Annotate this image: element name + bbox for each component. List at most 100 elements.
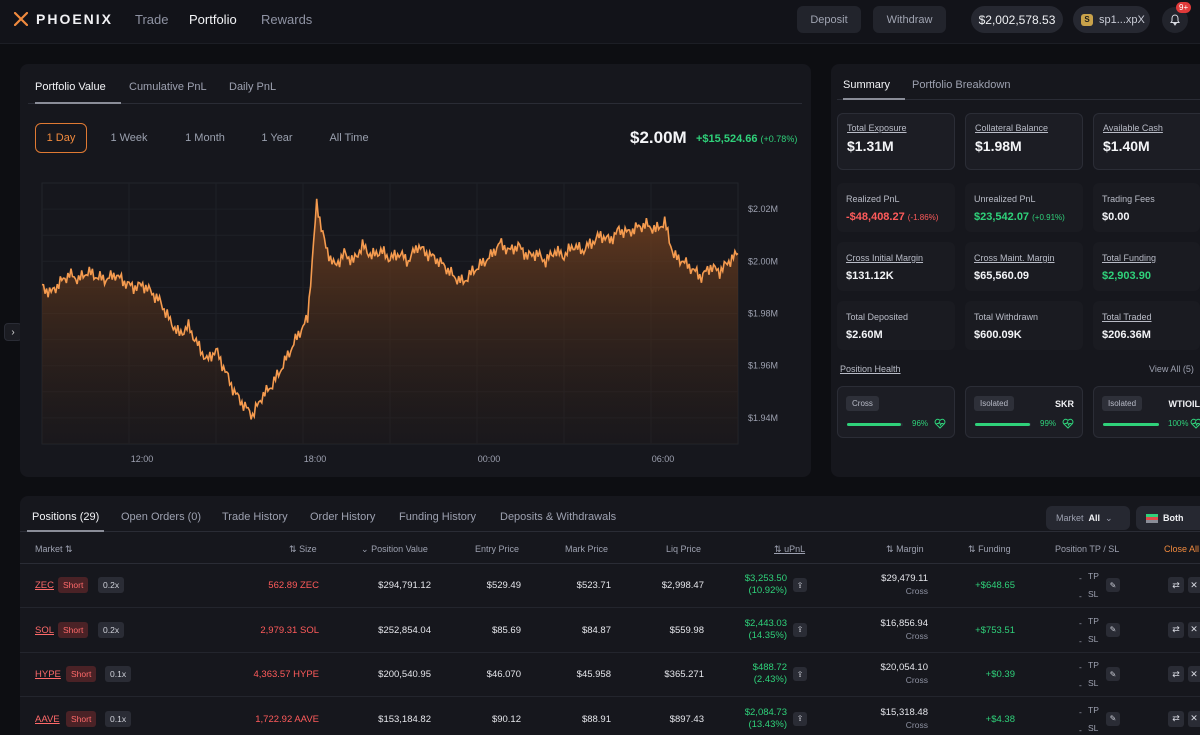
sl-dash: - bbox=[1079, 591, 1082, 601]
stat-box bbox=[1093, 242, 1200, 291]
health-card-wtioil[interactable]: Isolated WTIOIL 100% bbox=[1093, 386, 1200, 438]
stat-box bbox=[1093, 183, 1200, 232]
heart-pulse-icon bbox=[934, 418, 946, 429]
range-1-week[interactable]: 1 Week bbox=[110, 132, 148, 144]
tab-deposits-withdrawals[interactable]: Deposits & Withdrawals bbox=[500, 511, 617, 523]
col-funding[interactable]: ⇅ Funding bbox=[968, 544, 1011, 555]
margin-value: $15,318.48 bbox=[880, 706, 928, 718]
col-size[interactable]: ⇅ Size bbox=[289, 544, 317, 555]
col-mark-price[interactable]: Mark Price bbox=[565, 544, 609, 554]
wallet-address: sp1...xpX bbox=[1099, 13, 1145, 26]
upnl-value: $3,253.50 bbox=[744, 573, 787, 584]
total-exposure-label[interactable]: Total Exposure bbox=[847, 123, 907, 133]
col-upnl-label: uPnL bbox=[784, 544, 806, 554]
range-1-month[interactable]: 1 Month bbox=[185, 132, 225, 144]
close-position-button[interactable]: ✕ bbox=[1188, 577, 1200, 593]
tab-order-history[interactable]: Order History bbox=[310, 511, 376, 523]
reverse-position-button[interactable]: ⇄ bbox=[1168, 621, 1184, 638]
margin-type: Cross bbox=[905, 719, 928, 730]
available-cash-label[interactable]: Available Cash bbox=[1103, 123, 1163, 133]
heart-pulse-icon bbox=[1062, 418, 1074, 429]
swap-icon: ⇄ bbox=[1172, 713, 1180, 723]
nav-trade[interactable]: Trade bbox=[135, 12, 169, 27]
sl-dash: - bbox=[1079, 724, 1082, 735]
col-position-value-label: Position Value bbox=[371, 544, 428, 554]
table-row[interactable]: ZEC Short 0.2x 562.89 ZEC $294,791.12 $5… bbox=[20, 564, 1200, 608]
cross-initial-margin-label[interactable]: Cross Initial Margin bbox=[846, 253, 924, 263]
table-row[interactable]: HYPE Short 0.1x 4,363.57 HYPE $200,540.9… bbox=[20, 653, 1200, 697]
col-upnl[interactable]: ⇅ uPnL bbox=[774, 544, 805, 555]
share-pnl-button[interactable]: ⇪ bbox=[793, 711, 807, 726]
sort-icon: ⇅ bbox=[65, 544, 73, 554]
range-all-time[interactable]: All Time bbox=[329, 132, 369, 144]
nav-rewards[interactable]: Rewards bbox=[261, 12, 313, 27]
table-row[interactable]: SOL Short 0.2x 2,979.31 SOL $252,854.04 … bbox=[20, 609, 1200, 653]
tab-summary[interactable]: Summary bbox=[843, 79, 891, 91]
reverse-position-button[interactable]: ⇄ bbox=[1168, 577, 1184, 593]
total-withdrawn-stat: Total Withdrawn $600.09K bbox=[965, 303, 1047, 350]
portfolio-change-pct: (+0.78%) bbox=[760, 134, 798, 144]
side-filter-value: Both bbox=[1163, 513, 1184, 523]
close-all-button[interactable]: Close All bbox=[1164, 544, 1200, 554]
total-funding-label[interactable]: Total Funding bbox=[1102, 253, 1157, 263]
wallet-icon: S bbox=[1081, 13, 1093, 26]
cross-maint-margin-label[interactable]: Cross Maint. Margin bbox=[974, 253, 1055, 263]
tab-daily-pnl[interactable]: Daily PnL bbox=[229, 81, 277, 93]
market-name[interactable]: AAVE bbox=[35, 713, 60, 725]
health-card-cross[interactable]: Cross 96% bbox=[837, 386, 955, 438]
collateral-balance-label[interactable]: Collateral Balance bbox=[975, 123, 1049, 133]
tab-cumulative-pnl[interactable]: Cumulative PnL bbox=[129, 81, 207, 93]
sl-label: SL bbox=[1088, 633, 1099, 644]
nav-portfolio[interactable]: Portfolio bbox=[189, 12, 237, 27]
col-market[interactable]: Market ⇅ bbox=[35, 544, 73, 555]
deposit-button[interactable]: Deposit bbox=[797, 6, 861, 33]
logo[interactable]: PHOENIX bbox=[14, 11, 113, 27]
position-health-label[interactable]: Position Health bbox=[840, 364, 901, 374]
table-row[interactable]: AAVE Short 0.1x 1,722.92 AAVE $153,184.8… bbox=[20, 698, 1200, 735]
tab-open-orders[interactable]: Open Orders (0) bbox=[121, 511, 202, 523]
col-margin[interactable]: ⇅ Margin bbox=[886, 544, 924, 555]
liq-price: $2,998.47 bbox=[661, 580, 704, 591]
market-name[interactable]: HYPE bbox=[35, 669, 61, 680]
edit-tpsl-button[interactable]: ✎ bbox=[1106, 667, 1120, 681]
tab-portfolio-breakdown[interactable]: Portfolio Breakdown bbox=[912, 79, 1011, 91]
tab-funding-history[interactable]: Funding History bbox=[399, 511, 477, 523]
tab-trade-history[interactable]: Trade History bbox=[222, 511, 288, 523]
realized-pnl-value: -$48,408.27 (-1.86%) bbox=[846, 211, 938, 223]
total-traded-stat: Total Traded $206.36M bbox=[1093, 303, 1161, 350]
range-1-year[interactable]: 1 Year bbox=[261, 132, 293, 144]
view-all-link[interactable]: View All (5) bbox=[1149, 364, 1194, 374]
col-position-value[interactable]: ⌄ Position Value bbox=[361, 544, 428, 555]
withdraw-button[interactable]: Withdraw bbox=[873, 6, 946, 33]
edit-tpsl-button[interactable]: ✎ bbox=[1106, 622, 1120, 637]
reverse-position-button[interactable]: ⇄ bbox=[1168, 710, 1184, 727]
leverage-badge: 0.2x bbox=[98, 621, 125, 638]
close-position-button[interactable]: ✕ bbox=[1188, 710, 1200, 727]
upnl-value: $2,443.03 bbox=[744, 617, 787, 629]
close-position-button[interactable]: ✕ bbox=[1188, 621, 1200, 638]
tab-portfolio-value[interactable]: Portfolio Value bbox=[35, 81, 106, 93]
market-name[interactable]: SOL bbox=[35, 624, 55, 636]
health-card-skr[interactable]: Isolated SKR 99% bbox=[965, 386, 1083, 438]
share-pnl-button[interactable]: ⇪ bbox=[793, 578, 807, 592]
wallet-button[interactable]: S sp1...xpX bbox=[1073, 6, 1150, 33]
market-filter-dropdown[interactable]: Market All ⌄ bbox=[1046, 506, 1130, 530]
reverse-position-button[interactable]: ⇄ bbox=[1168, 666, 1184, 682]
account-balance[interactable]: $2,002,578.53 bbox=[971, 6, 1063, 33]
funding-value: +$4.38 bbox=[985, 713, 1015, 725]
position-size: 2,979.31 SOL bbox=[260, 624, 319, 636]
edit-tpsl-button[interactable]: ✎ bbox=[1106, 578, 1120, 592]
market-name[interactable]: ZEC bbox=[35, 580, 54, 591]
liq-price: $365.271 bbox=[664, 669, 704, 680]
share-pnl-button[interactable]: ⇪ bbox=[793, 622, 807, 637]
side-filter-dropdown[interactable]: Both bbox=[1136, 506, 1200, 530]
col-entry-price[interactable]: Entry Price bbox=[475, 544, 520, 554]
range-1-day[interactable]: 1 Day bbox=[35, 123, 87, 153]
close-position-button[interactable]: ✕ bbox=[1188, 666, 1200, 682]
edit-tpsl-button[interactable]: ✎ bbox=[1106, 711, 1120, 726]
tab-positions[interactable]: Positions (29) bbox=[32, 511, 100, 523]
col-liq-price[interactable]: Liq Price bbox=[666, 544, 702, 554]
share-pnl-button[interactable]: ⇪ bbox=[793, 667, 807, 681]
total-traded-label[interactable]: Total Traded bbox=[1102, 312, 1152, 322]
unrealized-pnl-amount: $23,542.07 bbox=[974, 211, 1030, 223]
